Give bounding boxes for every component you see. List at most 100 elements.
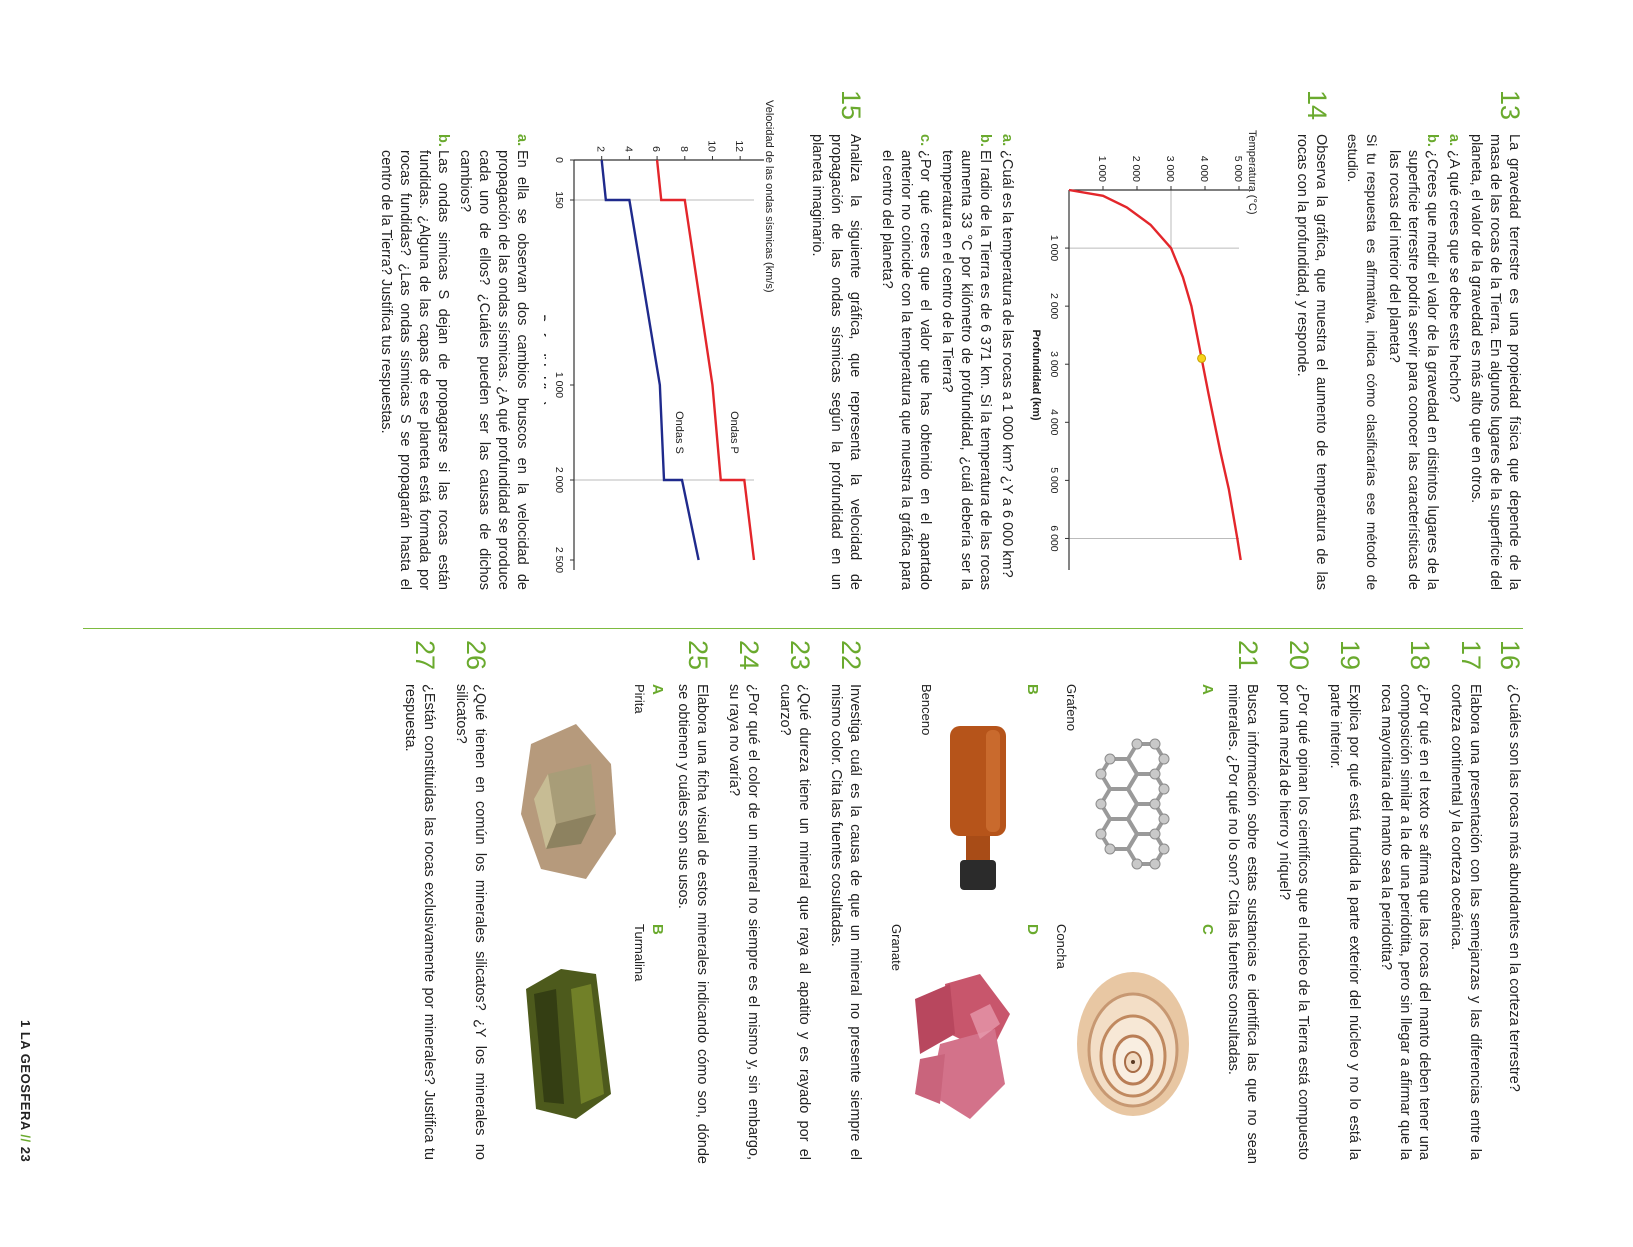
y-tick-label: 6 [650,146,662,152]
question-25: 25 Elabora una ficha visual de estos min… [502,640,713,1164]
image-benzene: B Benceno [887,684,1042,924]
question-text: ¿Cuáles son las rocas más abundantes en … [1506,684,1522,1092]
question-22: 22 Investiga cuál es la causa de que un … [826,640,866,1160]
temperature-curve [1068,188,1242,561]
y-tick-label: 2 [595,146,607,152]
sub-label: a. [999,134,1015,147]
left-column: 13 La gravedad terrestre es una propieda… [363,90,1525,590]
graphene-molecule-image [1095,738,1170,870]
question-text: ¿Qué tienen en común los minerales silic… [453,684,488,1160]
question-number: 22 [836,640,866,671]
x-tick-label: 1 000 [1048,235,1060,261]
tourmaline-image [526,969,611,1119]
question-26: 26 ¿Qué tienen en común los minerales si… [451,640,491,1160]
y-tick-label: 10 [705,140,717,152]
sub-question-a: a. ¿A qué crees que se debe este hecho? [1444,134,1463,590]
pyrite-image [521,724,616,879]
p-wave-line [655,159,756,561]
question-text: ¿Por qué en el texto se afirma que las r… [1378,684,1432,1160]
page-number: 23 [18,1146,33,1163]
p-wave-label: Ondas P [728,411,740,454]
page-footer: 1 LA GEOSFERA // 23 [18,1020,33,1162]
question-24: 24 ¿Por qué el color de un mineral no si… [724,640,764,1160]
question-number: 14 [1302,90,1332,121]
x-axis-title: Profundidad (km) [544,314,547,405]
question-text: ¿Están constituidas las rocas exclusivam… [402,684,437,1160]
s-wave-label: Ondas S [673,411,685,454]
image-caption: Granate [889,924,904,971]
question-text: ¿Por qué el color de un mineral no siemp… [726,684,761,1160]
question-text: ¿Por qué opinan los científicos que el n… [1276,684,1311,1160]
image-letter: A [649,684,666,695]
question-number: 21 [1233,640,1263,671]
question-number: 18 [1405,640,1435,671]
sub-label: c. [917,134,933,147]
y-tick-label: 8 [678,146,690,152]
image-letter: B [1024,684,1041,695]
question-text: La gravedad terrestre es una propiedad f… [1468,134,1522,590]
question-number: 17 [1456,640,1486,671]
x-tick-label: 4 000 [1048,409,1060,435]
question-18: 18 ¿Por qué en el texto se afirma que la… [1376,640,1435,1160]
question-text: Analiza la siguiente gráfica, que repres… [809,134,863,590]
seismic-velocity-chart-svg: Velocidad de las ondas sísmicas (km/s) 2 4… [544,100,775,573]
y-axis-title: Temperatura (°C) [1246,130,1258,214]
sub-question-a: a. En ella se observan dos cambios brusc… [455,134,531,590]
image-letter: A [1199,684,1216,695]
image-letter: D [1024,924,1041,935]
x-tick-label: 150 [553,191,565,209]
image-letter: B [649,924,666,935]
sub-label: b. [977,134,993,147]
sub-label: a. [1446,134,1462,147]
question-15: 15 Analiza la siguiente gráfica, que rep… [807,90,866,590]
sub-text: ¿Por qué crees que el valor que has obte… [879,150,933,590]
shell-image [1077,972,1189,1116]
sub-text: ¿A qué crees que se debe este hecho? [1446,150,1462,403]
question-14: 14 Observa la gráfica, que muestra el au… [1292,90,1332,590]
image-pyrite: A Pirita [512,684,667,924]
question-number: 13 [1495,90,1525,121]
y-tick-label: 2 000 [1130,156,1142,182]
boundary-marker [1197,353,1207,363]
sub-label: b. [435,134,451,147]
question-text: Elabora una presentación con las semejan… [1448,684,1483,1160]
benzene-bottle-image [950,726,1006,890]
question-number: 26 [461,640,491,671]
x-tick-label: 1 000 [553,372,565,398]
question-number: 19 [1335,640,1365,671]
x-axis-title: Profundidad (km) [1030,329,1042,420]
question-number: 16 [1495,640,1525,671]
question-17: 17 Elabora una presentación con las seme… [1446,640,1486,1160]
sub-label: a. [514,134,530,147]
x-tick-label: 2 000 [553,467,565,493]
y-tick-label: 5 000 [1232,156,1244,182]
column-divider [83,628,1523,629]
question-27: 27 ¿Están constituidas las rocas exclusi… [400,640,440,1160]
question-text: Investiga cuál es la causa de que un min… [828,684,863,1160]
sub-text: ¿Cuál es la temperatura de las rocas a 1… [999,150,1015,578]
y-tick-label: 12 [733,140,745,152]
sub-question-a: a. ¿Cuál es la temperatura de las rocas … [997,134,1016,590]
image-shell: C Concha [1052,924,1217,1164]
question-21: 21 Busca información sobre estas sustanc… [877,640,1263,1164]
question-text: Observa la gráfica, que muestra el aumen… [1294,134,1329,590]
y-tick-label: 4 [622,146,634,152]
question-23: 23 ¿Qué dureza tiene un mineral que raya… [775,640,815,1160]
image-caption: Pirita [632,684,647,714]
x-tick-label: 5 000 [1048,467,1060,493]
sub-text: Las ondas simicas S dejan de propagarse … [378,150,451,590]
question-number: 24 [734,640,764,671]
sub-text: El radio de la Tierra es de 6 371 km. Si… [939,150,993,590]
s-wave-line [600,159,700,561]
question-16: 16 ¿Cuáles son las rocas más abundantes … [1495,640,1525,1160]
x-tick-label: 2 500 [553,547,565,573]
y-axis-title: Velocidad de las ondas sísmicas (km/s) [763,100,775,293]
sub-question-b: b. Las ondas simicas S dejan de propagar… [376,134,452,590]
temperature-chart: Temperatura (°C) 1 000 2 000 3 000 4 000 5 00… [1029,90,1279,590]
y-tick-label: 4 000 [1198,156,1210,182]
image-garnet: D Granate [887,924,1042,1164]
y-tick-label: 1 000 [1096,156,1108,182]
seismic-velocity-chart: Velocidad de las ondas sísmicas (km/s) 2 4… [544,90,794,590]
chapter-title: 1 LA GEOSFERA [18,1020,33,1131]
